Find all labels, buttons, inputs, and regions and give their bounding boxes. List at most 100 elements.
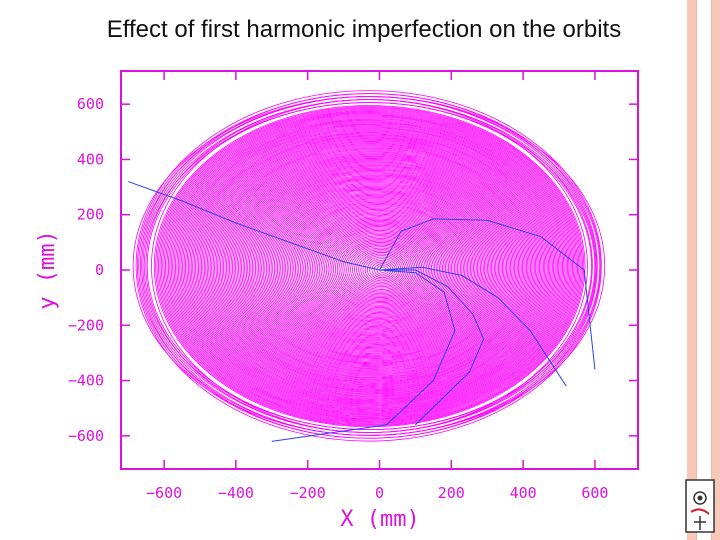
trajectory-line: [128, 181, 380, 271]
y-tick-label: 200: [77, 206, 104, 224]
orbit-ring: [322, 226, 437, 312]
y-tick-label: −400: [68, 372, 104, 390]
orbit-ring: [290, 202, 466, 334]
orbit-ring: [283, 198, 472, 339]
orbit-ring: [196, 135, 548, 398]
orbit-ring: [220, 152, 527, 382]
orbit-ring: [205, 142, 540, 392]
orbit-ring: [198, 136, 547, 397]
orbit-ring: [189, 130, 555, 403]
orbit-ring: [315, 221, 443, 317]
orbit-ring: [348, 244, 414, 295]
orbit-ring: [202, 139, 543, 394]
orbit-ring: [294, 206, 461, 331]
orbit-ring: [182, 125, 561, 408]
orbit-ring: [242, 168, 508, 367]
institution-logo-icon: [685, 479, 715, 533]
trajectory-lines: [128, 181, 596, 442]
orbit-ring: [176, 121, 566, 412]
orbit-ring: [165, 113, 576, 420]
orbit-ring: [280, 195, 474, 341]
orbit-ring: [163, 112, 577, 421]
orbit-ring: [288, 201, 467, 336]
orbit-ring: [145, 99, 593, 433]
trajectory-line: [379, 269, 485, 426]
orbit-ring: [156, 107, 583, 426]
orbit-ring: [259, 181, 493, 355]
orbit-ring: [286, 200, 469, 337]
x-axis-ticks: −600 −400 −200 0 200 400 600: [146, 71, 608, 502]
y-tick-label: 600: [77, 95, 104, 113]
orbit-ring: [153, 105, 586, 428]
orbit-ring: [352, 247, 411, 292]
orbit-ring: [291, 204, 464, 333]
orbit-ring: [261, 182, 491, 354]
orbit-ring: [258, 180, 494, 356]
orbit-ring: [239, 166, 510, 369]
orbit-ring: [177, 122, 565, 411]
orbit-ring: [344, 242, 418, 297]
orbit-ring: [224, 155, 524, 379]
y-tick-label: 0: [95, 261, 104, 279]
x-tick-label: −200: [290, 484, 326, 502]
orbit-ring: [235, 163, 514, 372]
orbit-ring: [336, 236, 424, 302]
orbit-ring: [273, 191, 480, 345]
orbit-ring: [317, 222, 442, 316]
slide-side-decoration: [687, 0, 720, 540]
orbit-ring: [278, 194, 476, 342]
orbit-ring: [333, 233, 428, 305]
orbit-ring: [245, 171, 505, 365]
orbit-ring: [248, 173, 502, 363]
x-tick-label: 200: [438, 484, 465, 502]
orbit-ring: [209, 145, 537, 389]
x-tick-label: 400: [510, 484, 537, 502]
orbit-ring: [170, 117, 571, 416]
orbit-ring: [281, 197, 473, 340]
orbit-ring: [308, 216, 450, 322]
orbit-ring: [162, 111, 578, 422]
trajectory-line: [271, 269, 456, 442]
orbit-ring: [310, 217, 448, 321]
orbit-ring: [298, 208, 458, 329]
orbit-ring: [324, 227, 436, 311]
orbit-ring: [208, 144, 538, 390]
orbit-ring: [167, 115, 573, 418]
trajectory-line: [379, 266, 567, 387]
orbit-ring: [254, 177, 497, 358]
orbit-ring: [233, 162, 516, 373]
orbit-ring: [183, 126, 560, 407]
orbit-ring: [185, 127, 558, 406]
y-tick-label: 400: [77, 150, 104, 168]
orbit-ring: [269, 187, 484, 349]
orbit-ring: [206, 143, 539, 391]
orbit-ring: [217, 150, 530, 384]
orbit-ring: [159, 109, 581, 424]
orbit-ring: [311, 218, 447, 319]
orbit-ring: [250, 174, 501, 362]
orbit-ring: [299, 210, 457, 328]
orbit-ring: [305, 213, 453, 324]
orbit-ring: [244, 170, 506, 366]
orbit-ring: [173, 119, 568, 414]
orbit-ring: [166, 114, 575, 419]
orbit-ring: [320, 224, 439, 313]
orbit-ring: [158, 108, 582, 425]
orbit-ring: [179, 123, 563, 410]
orbit-ring: [193, 133, 551, 400]
orbit-ring: [180, 124, 562, 409]
orbit-ring: [262, 183, 490, 353]
slide-title: Effect of first harmonic imperfection on…: [106, 16, 622, 43]
orbit-ring: [211, 146, 535, 388]
orbit-ring: [195, 134, 549, 399]
orbit-ring: [139, 93, 598, 439]
orbit-ring: [218, 151, 529, 383]
orbit-ring: [223, 154, 525, 380]
orbit-ring: [212, 147, 534, 387]
orbit-ring: [199, 137, 546, 396]
orbit-ring: [272, 190, 481, 347]
orbit-ring: [293, 205, 463, 332]
orbit-ring: [221, 153, 526, 381]
orbit-ring: [226, 156, 522, 378]
